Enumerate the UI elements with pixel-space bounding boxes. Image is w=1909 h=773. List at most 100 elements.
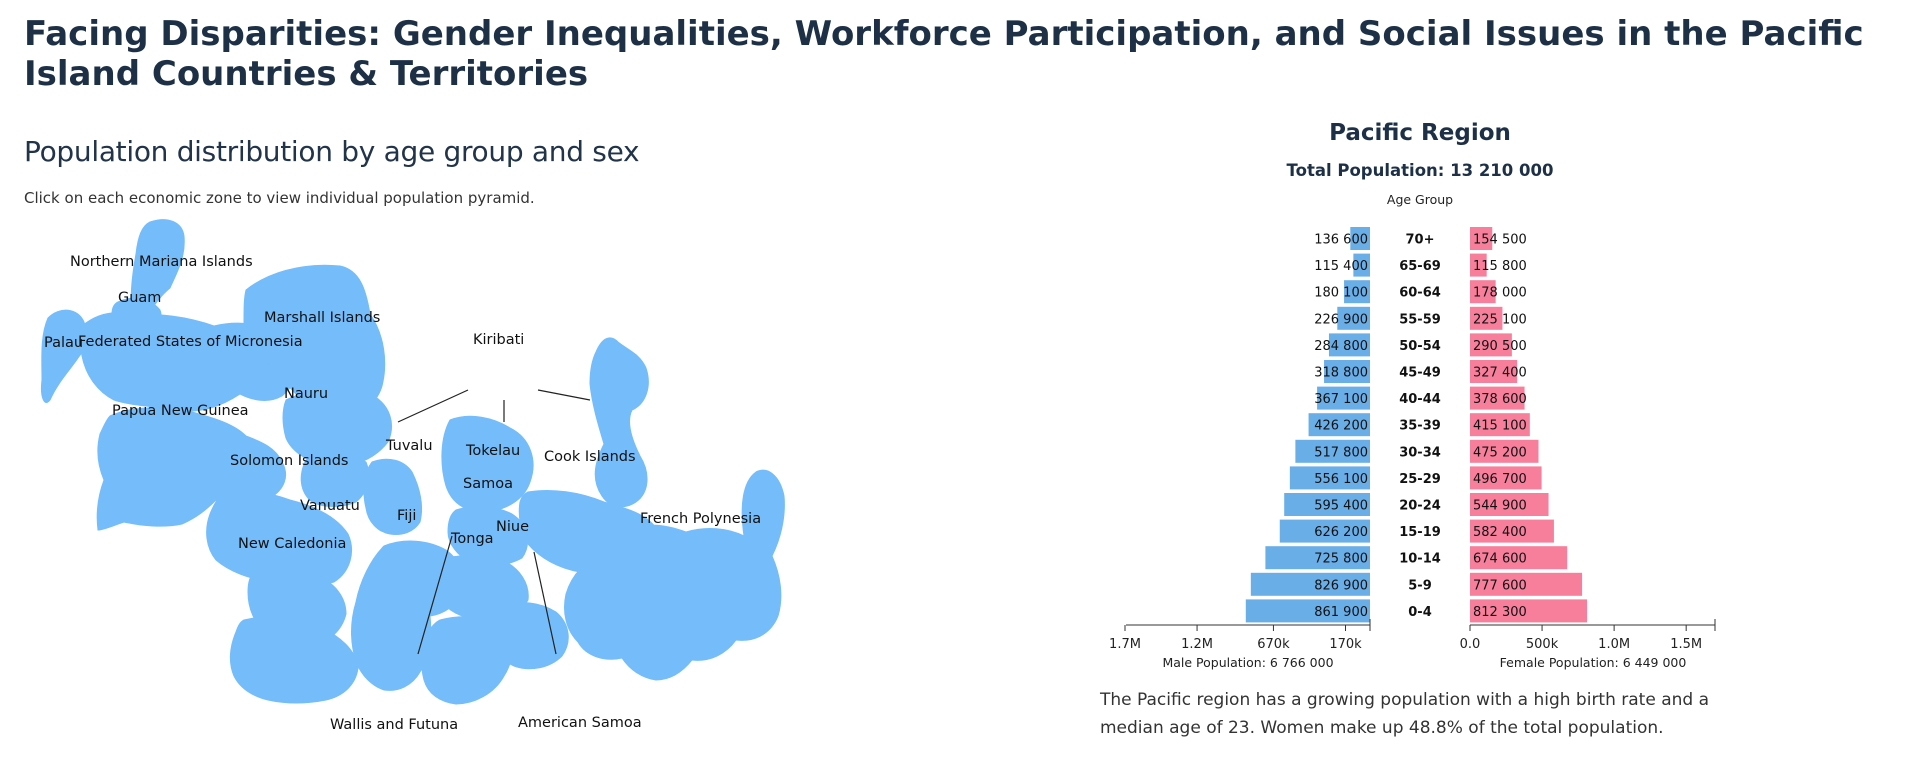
female-bar-55-59[interactable] xyxy=(1470,306,1503,330)
female-value-label: 178 000 xyxy=(1473,286,1527,301)
label-nauru: Nauru xyxy=(284,386,328,402)
zone-french-polynesia[interactable] xyxy=(564,469,785,681)
zone-northern-mariana-islands[interactable] xyxy=(130,219,185,315)
label-papua-new-guinea: Papua New Guinea xyxy=(112,403,249,419)
female-value-label: 290 500 xyxy=(1473,339,1527,354)
female-bar-30-34[interactable] xyxy=(1470,439,1539,463)
zone-shapes xyxy=(41,219,785,705)
male-value-label: 517 800 xyxy=(1314,445,1368,460)
female-bar-0-4[interactable] xyxy=(1470,599,1588,623)
label-wallis-and-futuna: Wallis and Futuna xyxy=(330,717,458,733)
female-bar-40-44[interactable] xyxy=(1470,386,1525,410)
male-value-label: 284 800 xyxy=(1314,339,1368,354)
female-value-label: 225 100 xyxy=(1473,312,1527,327)
female-bar-35-39[interactable] xyxy=(1470,413,1530,437)
leader-wallis-and-futuna xyxy=(417,535,453,655)
female-value-label: 674 600 xyxy=(1473,552,1527,567)
female-bar-50-54[interactable] xyxy=(1470,333,1512,357)
zone-kiribati-central[interactable] xyxy=(441,415,534,513)
label-fiji: Fiji xyxy=(397,508,416,524)
pyramid-rows: 136 600 154 500 70+ 115 400 115 800 65-69 180 … xyxy=(1245,227,1588,623)
label-vanuatu: Vanuatu xyxy=(300,498,360,514)
zone-palau[interactable] xyxy=(41,309,87,403)
leader-lines xyxy=(397,389,591,655)
male-axis-tick-label: 1.2M xyxy=(1181,637,1213,652)
chart-title: Pacific Region xyxy=(1329,120,1511,146)
label-solomon-islands: Solomon Islands xyxy=(230,453,348,469)
male-value-label: 115 400 xyxy=(1314,259,1368,274)
female-bar-5-9[interactable] xyxy=(1470,572,1583,596)
female-bar-70+[interactable] xyxy=(1470,227,1493,250)
age-group-label: 65-69 xyxy=(1399,259,1441,274)
page-title: Facing Disparities: Gender Inequalities,… xyxy=(24,14,1864,94)
female-axis-tick-label: 1.0M xyxy=(1598,637,1630,652)
male-value-label: 180 100 xyxy=(1314,286,1368,301)
male-bar-50-54[interactable] xyxy=(1328,333,1370,357)
male-axis-title: Male Population: 6 766 000 xyxy=(1162,655,1333,670)
age-group-label: 10-14 xyxy=(1399,552,1441,567)
age-group-label: 40-44 xyxy=(1399,392,1441,407)
male-axis-tick-label: 1.7M xyxy=(1109,637,1141,652)
male-value-label: 226 900 xyxy=(1314,312,1368,327)
male-bar-30-34[interactable] xyxy=(1295,439,1370,463)
zone-tonga[interactable] xyxy=(420,616,513,705)
age-group-label: 70+ xyxy=(1406,233,1435,248)
total-population-label: Total Population: 13 210 000 xyxy=(1287,161,1554,180)
label-marshall-islands: Marshall Islands xyxy=(264,310,380,326)
age-group-label: 5-9 xyxy=(1408,578,1432,593)
zone-kiribati-east[interactable] xyxy=(589,337,649,508)
male-bar-65-69[interactable] xyxy=(1353,253,1370,277)
female-value-label: 154 500 xyxy=(1473,233,1527,248)
female-value-label: 115 800 xyxy=(1473,259,1527,274)
label-kiribati: Kiribati xyxy=(473,332,524,348)
male-bar-70+[interactable] xyxy=(1350,227,1370,250)
male-bar-0-4[interactable] xyxy=(1245,599,1370,623)
age-group-label: 50-54 xyxy=(1399,339,1441,354)
male-value-label: 556 100 xyxy=(1314,472,1368,487)
female-bar-45-49[interactable] xyxy=(1470,360,1518,383)
female-bar-25-29[interactable] xyxy=(1470,466,1542,490)
zone-fiji[interactable] xyxy=(351,540,464,691)
age-group-label: 15-19 xyxy=(1399,525,1441,540)
female-value-label: 496 700 xyxy=(1473,472,1527,487)
female-value-label: 544 900 xyxy=(1473,499,1527,514)
male-bar-45-49[interactable] xyxy=(1324,360,1370,383)
male-bar-55-59[interactable] xyxy=(1337,306,1370,330)
female-bar-10-14[interactable] xyxy=(1470,546,1568,570)
male-bar-40-44[interactable] xyxy=(1317,386,1370,410)
female-axis-tick-label: 1.5M xyxy=(1670,637,1702,652)
male-bar-20-24[interactable] xyxy=(1284,493,1370,516)
male-bar-60-64[interactable] xyxy=(1344,280,1370,304)
age-group-label: 30-34 xyxy=(1399,445,1441,460)
male-value-label: 725 800 xyxy=(1314,552,1368,567)
label-niue: Niue xyxy=(496,519,529,535)
female-bar-20-24[interactable] xyxy=(1470,493,1549,516)
age-group-label: 45-49 xyxy=(1399,366,1441,381)
female-bar-60-64[interactable] xyxy=(1470,280,1496,304)
region-description: The Pacific region has a growing populat… xyxy=(1100,690,1710,738)
male-value-label: 318 800 xyxy=(1314,366,1368,381)
label-new-caledonia: New Caledonia xyxy=(238,536,346,552)
female-bar-15-19[interactable] xyxy=(1470,519,1554,543)
age-group-label: 60-64 xyxy=(1399,286,1441,301)
male-bar-25-29[interactable] xyxy=(1289,466,1370,490)
label-guam: Guam xyxy=(118,290,161,306)
male-bar-10-14[interactable] xyxy=(1265,546,1370,570)
male-axis-tick-label: 170k xyxy=(1329,637,1362,652)
female-value-label: 475 200 xyxy=(1473,445,1527,460)
zone-new-caledonia[interactable] xyxy=(229,616,359,704)
male-bar-15-19[interactable] xyxy=(1279,519,1370,543)
female-bar-65-69[interactable] xyxy=(1470,253,1487,277)
leader-american-samoa xyxy=(533,551,557,655)
male-bar-35-39[interactable] xyxy=(1308,413,1370,437)
zone-nauru[interactable] xyxy=(282,389,392,467)
label-cook-islands: Cook Islands xyxy=(544,449,636,465)
label-tuvalu: Tuvalu xyxy=(385,438,433,454)
male-value-label: 595 400 xyxy=(1314,499,1368,514)
male-value-label: 367 100 xyxy=(1314,392,1368,407)
zone-kiribati-west[interactable] xyxy=(300,454,370,507)
male-bar-5-9[interactable] xyxy=(1250,572,1370,596)
zone-tuvalu[interactable] xyxy=(363,458,423,535)
age-group-label: 25-29 xyxy=(1399,472,1441,487)
male-value-label: 826 900 xyxy=(1314,578,1368,593)
